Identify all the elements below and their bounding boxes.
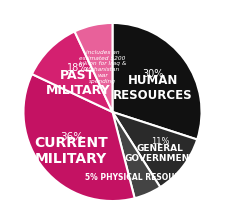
Text: GENERAL
GOVERNMENT: GENERAL GOVERNMENT — [125, 144, 196, 163]
Wedge shape — [23, 74, 135, 201]
Text: 11%: 11% — [151, 137, 170, 146]
Wedge shape — [32, 31, 112, 112]
Wedge shape — [112, 112, 160, 198]
Wedge shape — [112, 112, 197, 187]
Text: 18%: 18% — [67, 63, 89, 73]
Text: CURRENT
MILITARY: CURRENT MILITARY — [34, 136, 108, 166]
Text: 5% PHYSICAL RESOURCES: 5% PHYSICAL RESOURCES — [85, 173, 197, 182]
Text: PAST
MILITARY: PAST MILITARY — [45, 69, 110, 97]
Text: includes an
estimated $200
billion for Iraq &
Afghanistan
war
spending: includes an estimated $200 billion for I… — [79, 50, 126, 84]
Text: 36%: 36% — [60, 132, 83, 142]
Text: HUMAN
RESOURCES: HUMAN RESOURCES — [113, 74, 193, 102]
Wedge shape — [112, 23, 202, 140]
Text: 30%: 30% — [142, 69, 164, 79]
Wedge shape — [74, 23, 112, 112]
